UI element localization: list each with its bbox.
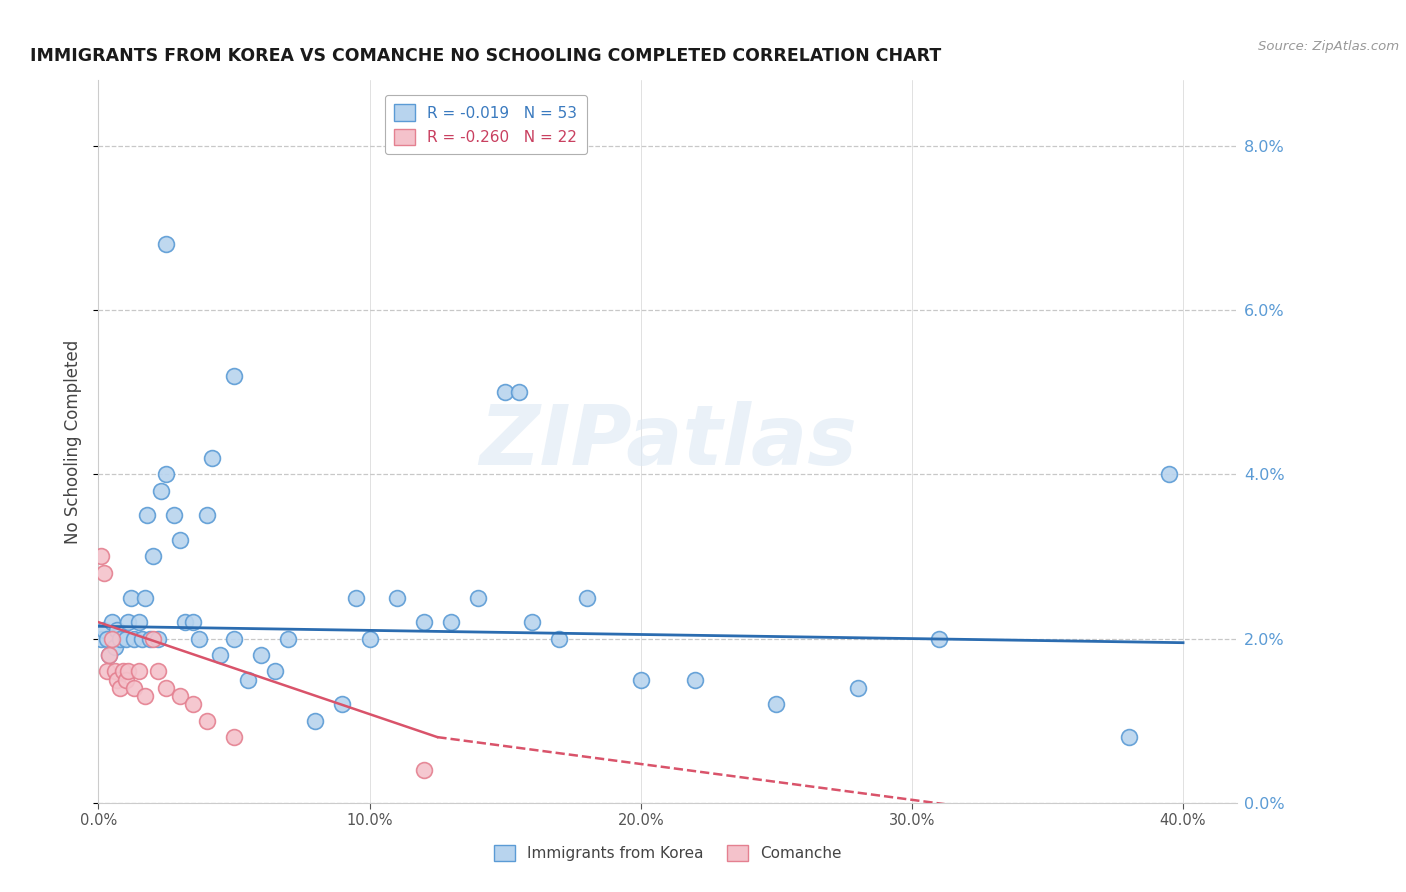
Point xyxy=(222,368,245,383)
Point xyxy=(117,665,139,679)
Point xyxy=(155,237,177,252)
Point xyxy=(1118,730,1140,744)
Point xyxy=(209,648,232,662)
Point xyxy=(169,689,191,703)
Point xyxy=(111,665,134,679)
Point xyxy=(98,648,121,662)
Point xyxy=(96,632,118,646)
Point xyxy=(304,714,326,728)
Point xyxy=(522,615,544,630)
Point xyxy=(277,632,299,646)
Point xyxy=(114,673,136,687)
Point xyxy=(508,385,530,400)
Point xyxy=(128,615,150,630)
Point xyxy=(90,632,112,646)
Point xyxy=(98,648,121,662)
Point xyxy=(187,632,209,646)
Point xyxy=(142,549,165,564)
Point xyxy=(134,591,156,605)
Point xyxy=(90,549,112,564)
Point xyxy=(122,681,145,695)
Point xyxy=(104,640,127,654)
Point xyxy=(120,591,142,605)
Legend: Immigrants from Korea, Comanche: Immigrants from Korea, Comanche xyxy=(488,838,848,867)
Point xyxy=(195,714,218,728)
Point xyxy=(765,698,787,712)
Point xyxy=(222,730,245,744)
Point xyxy=(385,591,408,605)
Point xyxy=(174,615,197,630)
Point xyxy=(494,385,516,400)
Point xyxy=(101,615,124,630)
Text: ZIPatlas: ZIPatlas xyxy=(479,401,856,482)
Point xyxy=(149,483,172,498)
Point xyxy=(846,681,869,695)
Point xyxy=(263,665,285,679)
Point xyxy=(117,615,139,630)
Point xyxy=(96,665,118,679)
Point xyxy=(332,698,354,712)
Point xyxy=(107,673,129,687)
Point xyxy=(344,591,367,605)
Point xyxy=(134,689,156,703)
Point xyxy=(467,591,489,605)
Point xyxy=(183,615,205,630)
Point xyxy=(928,632,950,646)
Point xyxy=(146,632,169,646)
Point xyxy=(131,632,153,646)
Point xyxy=(201,450,224,465)
Point xyxy=(412,763,434,777)
Text: Source: ZipAtlas.com: Source: ZipAtlas.com xyxy=(1258,40,1399,54)
Point xyxy=(128,665,150,679)
Point xyxy=(93,566,115,580)
Point xyxy=(183,698,205,712)
Point xyxy=(575,591,598,605)
Point xyxy=(142,632,165,646)
Point xyxy=(195,508,218,523)
Point xyxy=(548,632,571,646)
Point xyxy=(163,508,186,523)
Point xyxy=(136,508,159,523)
Point xyxy=(104,665,127,679)
Point xyxy=(108,681,131,695)
Point xyxy=(139,632,162,646)
Point xyxy=(412,615,434,630)
Point xyxy=(222,632,245,646)
Point xyxy=(108,632,131,646)
Point xyxy=(122,632,145,646)
Point xyxy=(93,624,115,638)
Point xyxy=(114,632,136,646)
Point xyxy=(146,665,169,679)
Point xyxy=(155,467,177,482)
Text: IMMIGRANTS FROM KOREA VS COMANCHE NO SCHOOLING COMPLETED CORRELATION CHART: IMMIGRANTS FROM KOREA VS COMANCHE NO SCH… xyxy=(30,47,942,65)
Point xyxy=(169,533,191,547)
Point xyxy=(1159,467,1181,482)
Point xyxy=(236,673,259,687)
Point xyxy=(683,673,706,687)
Point xyxy=(630,673,652,687)
Y-axis label: No Schooling Completed: No Schooling Completed xyxy=(65,340,83,543)
Point xyxy=(107,624,129,638)
Point xyxy=(155,681,177,695)
Point xyxy=(101,632,124,646)
Point xyxy=(440,615,463,630)
Point xyxy=(359,632,381,646)
Point xyxy=(250,648,273,662)
